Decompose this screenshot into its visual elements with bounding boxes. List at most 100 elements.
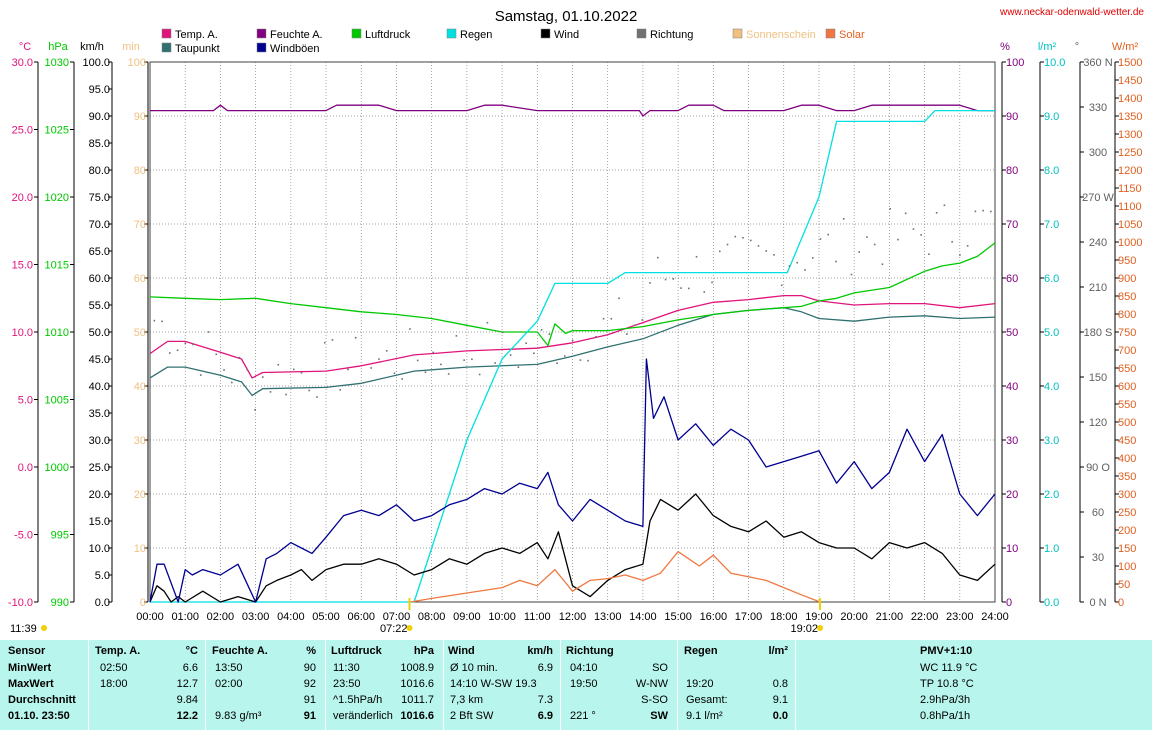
legend-swatch: [540, 28, 551, 39]
x-tick-label: 13:00: [594, 611, 622, 623]
table-cell: 12.2: [176, 710, 198, 722]
axis-tick-label-rain: 8.0: [1044, 165, 1059, 177]
legend-swatch: [161, 42, 172, 53]
grid: [149, 61, 996, 603]
table-cell: 91: [303, 710, 316, 722]
table-cell: 18:00: [100, 678, 128, 690]
x-tick-label: 16:00: [700, 611, 728, 623]
axis-tick-label-pressure: 995: [51, 530, 69, 542]
direction-dot: [711, 281, 713, 284]
axis-tick-label-rain: 3.0: [1044, 435, 1059, 447]
axis-tick-label-wind: 80.0: [89, 165, 110, 177]
series-line-regen: [150, 109, 995, 603]
axis-tick-label-wind: 45.0: [89, 354, 110, 366]
table-header: l/m²: [768, 645, 788, 657]
direction-dot: [440, 363, 442, 366]
direction-dot: [153, 319, 156, 322]
legend-label: Feuchte A.: [270, 29, 323, 41]
axis-tick-label-rain: 1.0: [1044, 543, 1059, 555]
legend-label: Windböen: [270, 43, 320, 55]
unit-label-temp: °C: [19, 41, 31, 53]
axis-tick-label-sunshine: 90: [134, 111, 146, 123]
axis-tick-label-wind: 25.0: [89, 462, 110, 474]
table-cell: 1008.9: [400, 662, 434, 674]
source-link[interactable]: www.neckar-odenwald-wetter.de: [999, 7, 1144, 18]
table-cell: 0.0: [772, 710, 788, 722]
sun-icon: [817, 625, 824, 631]
table-divider: [325, 640, 326, 730]
legend-label: Solar: [839, 29, 865, 41]
series-line-windb-en: [149, 358, 996, 603]
direction-dot: [873, 243, 876, 246]
axis-tick-label-wind: 70.0: [89, 219, 110, 231]
axis-tick-label-solar: 750: [1118, 327, 1136, 339]
direction-dot: [292, 368, 295, 371]
unit-label-humidity: %: [1000, 41, 1010, 53]
table-cell: 7,3 km: [450, 694, 484, 706]
direction-dot: [742, 236, 744, 239]
sun-time-label: 07:22: [380, 623, 408, 635]
direction-dot: [432, 351, 434, 354]
axis-tick-label-solar: 300: [1118, 489, 1136, 501]
axis-tick-label-wind: 100.0: [82, 57, 110, 69]
legend-label: Richtung: [650, 29, 693, 41]
direction-dot: [409, 328, 411, 330]
axis-tick-label-direction: 150: [1089, 372, 1107, 384]
direction-dot: [215, 353, 218, 356]
axis-tick-label-humidity: 50: [1006, 327, 1018, 339]
x-tick-label: 22:00: [911, 611, 939, 623]
direction-dot: [633, 324, 636, 327]
direction-dot: [966, 245, 969, 247]
direction-dot: [990, 210, 992, 213]
pmv-value: WC 11.9 °C: [920, 662, 978, 674]
axis-tick-label-solar: 1150: [1118, 183, 1142, 195]
axis-tick-label-solar: 1100: [1118, 201, 1142, 213]
x-tick-label: 10:00: [488, 611, 516, 623]
direction-dot: [564, 355, 566, 357]
axis-tick-label-wind: 50.0: [89, 327, 110, 339]
unit-label-pressure: hPa: [48, 41, 68, 53]
direction-dot: [401, 378, 403, 380]
direction-dot: [889, 208, 891, 210]
legend-swatch: [256, 42, 267, 53]
direction-dot: [424, 371, 427, 374]
direction-dot: [780, 284, 783, 287]
axis-tick-label-humidity: 80: [1006, 165, 1018, 177]
axis-tick-label-temp: -10.0: [8, 597, 33, 609]
x-tick-label: 02:00: [207, 611, 235, 623]
axis-tick-label-solar: 950: [1118, 255, 1136, 267]
table-header: Luftdruck: [331, 645, 382, 657]
direction-dot: [835, 260, 837, 263]
axis-tick-label-sunshine: 10: [134, 543, 146, 555]
axes: 30.025.020.015.010.05.00.0-5.0-10.010301…: [8, 57, 1143, 623]
sunrise-time-left: 11:39: [10, 623, 37, 635]
direction-dot: [757, 245, 760, 247]
direction-dot: [827, 233, 830, 236]
axis-tick-label-sunshine: 0: [140, 597, 146, 609]
direction-dot: [416, 359, 419, 362]
direction-dot: [494, 362, 496, 364]
axis-tick-label-pressure: 1020: [45, 192, 69, 204]
table-divider: [88, 640, 89, 730]
annotations: 07:22 19:02 11:39: [10, 598, 824, 635]
axis-tick-label-wind: 90.0: [89, 111, 110, 123]
direction-dot: [261, 376, 264, 378]
axis-tick-label-sunshine: 70: [134, 219, 146, 231]
direction-dot: [199, 374, 202, 376]
direction-dot: [525, 342, 527, 344]
direction-dot: [703, 291, 706, 293]
direction-dot: [502, 331, 504, 334]
series-line-wind: [149, 493, 996, 603]
axis-tick-label-wind: 35.0: [89, 408, 110, 420]
direction-dot: [687, 287, 690, 290]
direction-dot: [161, 320, 163, 323]
axis-tick-label-humidity: 40: [1006, 381, 1018, 393]
axis-tick-label-pressure: 1025: [45, 125, 69, 137]
direction-dot: [881, 263, 884, 266]
table-divider: [443, 640, 444, 730]
x-tick-label: 01:00: [171, 611, 199, 623]
x-tick-label: 05:00: [312, 611, 340, 623]
axis-tick-label-pressure: 1030: [45, 57, 69, 69]
axis-tick-label-wind: 10.0: [89, 543, 110, 555]
axis-tick-label-wind: 20.0: [89, 489, 110, 501]
